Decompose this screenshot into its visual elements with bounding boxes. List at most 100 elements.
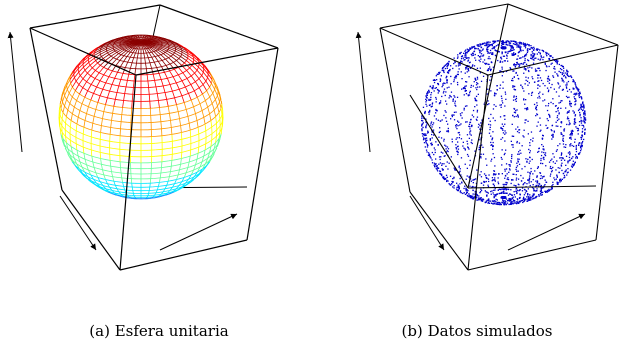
simulated-point	[491, 48, 493, 50]
simulated-point	[529, 142, 531, 144]
sphere-meridian-segment	[187, 55, 194, 60]
sphere-latitude-segment	[121, 191, 127, 194]
simulated-point	[472, 85, 474, 87]
sphere-meridian-segment	[161, 43, 169, 46]
sphere-latitude-segment	[207, 126, 212, 130]
simulated-point	[509, 165, 511, 167]
simulated-point	[562, 88, 564, 91]
simulated-point	[523, 200, 526, 202]
simulated-point	[506, 57, 508, 59]
simulated-point	[494, 177, 496, 179]
simulated-point	[517, 63, 519, 65]
simulated-point	[512, 47, 514, 49]
simulated-point	[523, 56, 526, 58]
simulated-point	[532, 193, 534, 195]
sphere-meridian-segment	[190, 75, 196, 82]
simulated-point	[512, 114, 514, 116]
sphere-meridian-segment	[166, 41, 174, 45]
simulated-point	[469, 128, 471, 130]
simulated-point	[516, 170, 518, 172]
simulated-point	[469, 185, 471, 187]
simulated-point	[465, 190, 467, 192]
simulated-point	[429, 139, 431, 141]
sphere-meridian-segment	[137, 35, 139, 37]
simulated-point	[444, 144, 446, 146]
simulated-point	[499, 84, 502, 86]
simulated-point	[439, 120, 441, 122]
simulated-point	[501, 173, 503, 175]
simulated-point	[527, 197, 530, 199]
simulated-point	[566, 112, 568, 114]
simulated-point	[456, 73, 459, 76]
simulated-point	[484, 190, 486, 192]
simulated-point	[446, 71, 449, 73]
simulated-point	[557, 183, 559, 185]
simulated-point	[471, 125, 473, 128]
simulated-point	[455, 105, 457, 107]
simulated-point	[500, 58, 503, 60]
simulated-point	[512, 49, 514, 51]
sphere-meridian-segment	[102, 43, 110, 47]
sphere-meridian-segment	[160, 54, 166, 60]
simulated-point	[432, 122, 435, 124]
simulated-point	[490, 68, 492, 70]
sphere-latitude-segment	[169, 97, 175, 100]
simulated-point	[551, 158, 553, 160]
sphere-meridian-segment	[174, 97, 177, 105]
sphere-meridian-segment	[93, 86, 97, 94]
sphere-meridian-segment	[123, 56, 128, 62]
sphere-meridian-segment	[102, 169, 105, 175]
simulated-point	[444, 178, 447, 180]
simulated-point	[449, 175, 452, 177]
simulated-point	[566, 118, 569, 120]
sphere-meridian-segment	[110, 166, 112, 172]
simulated-point	[540, 159, 542, 162]
sphere-meridian-segment	[88, 99, 92, 107]
simulated-point	[476, 100, 478, 102]
sphere-meridian-segment	[136, 53, 139, 59]
simulated-point	[540, 189, 542, 191]
simulated-point	[577, 90, 579, 92]
simulated-point	[446, 146, 449, 148]
sphere-meridian-segment	[164, 192, 168, 196]
sphere-latitude-segment	[196, 118, 202, 121]
simulated-point	[470, 195, 472, 198]
sphere-latitude-segment	[178, 109, 184, 112]
simulated-point	[443, 65, 445, 67]
sphere-latitude-segment	[154, 121, 161, 123]
simulated-point	[441, 86, 443, 88]
simulated-point	[492, 203, 494, 205]
simulated-point	[574, 119, 576, 121]
sphere-latitude-segment	[203, 106, 208, 110]
sphere-meridian-segment	[128, 43, 135, 47]
simulated-point	[540, 157, 542, 160]
simulated-point	[445, 117, 447, 119]
simulated-point	[482, 61, 484, 63]
simulated-point	[565, 86, 568, 88]
simulated-point	[551, 186, 553, 189]
simulated-point	[486, 69, 489, 72]
sphere-latitude-segment	[95, 70, 99, 73]
simulated-point	[542, 162, 544, 165]
sphere-meridian-segment	[116, 38, 122, 40]
simulated-point	[562, 135, 564, 137]
simulated-point	[548, 82, 550, 84]
sphere-meridian-segment	[102, 185, 107, 189]
simulated-point	[489, 200, 491, 202]
simulated-point	[458, 131, 460, 134]
simulated-point	[544, 63, 546, 65]
simulated-point	[498, 40, 500, 42]
simulated-point	[487, 43, 489, 45]
simulated-point	[509, 42, 512, 44]
simulated-point	[545, 165, 547, 167]
simulated-point	[464, 87, 466, 89]
sphere-meridian-segment	[124, 46, 130, 51]
simulated-point	[490, 141, 492, 144]
sphere-meridian-segment	[214, 85, 219, 92]
sphere-latitude-segment	[169, 183, 175, 186]
sphere-meridian-segment	[76, 163, 80, 170]
sphere-meridian-segment	[63, 85, 68, 92]
sphere-meridian-segment	[147, 43, 155, 46]
sphere-meridian-segment	[173, 68, 179, 76]
sphere-latitude-segment	[157, 188, 163, 191]
